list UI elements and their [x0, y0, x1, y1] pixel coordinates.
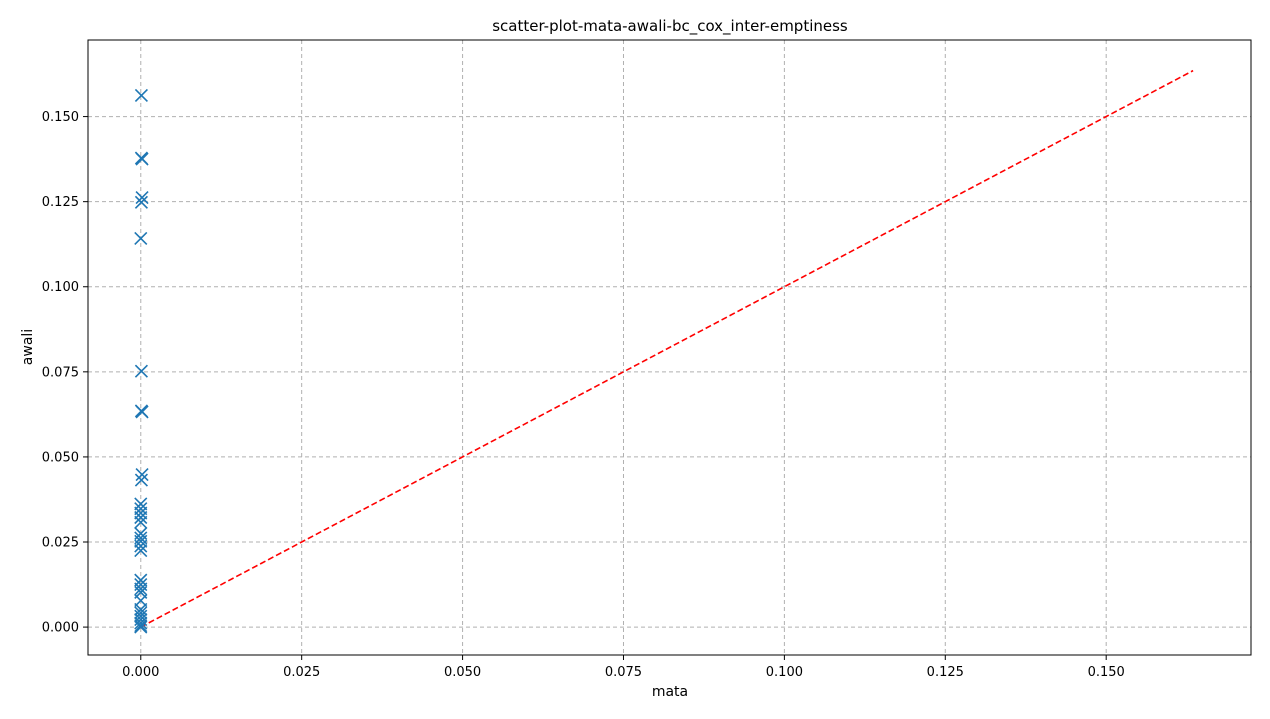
scatter-point	[134, 231, 148, 245]
scatter-point	[135, 405, 149, 419]
scatter-point	[134, 620, 148, 634]
scatter-point	[135, 152, 149, 166]
chart-title: scatter-plot-mata-awali-bc_cox_inter-emp…	[492, 17, 848, 36]
scatter-points	[134, 88, 149, 634]
grid-lines	[88, 40, 1251, 655]
x-tick-label: 0.000	[122, 665, 159, 680]
scatter-point	[134, 506, 148, 520]
x-tick-label: 0.100	[766, 665, 803, 680]
scatter-point	[134, 582, 148, 596]
scatter-point	[134, 364, 148, 378]
scatter-point	[134, 515, 148, 529]
y-axis: 0.000 0.025 0.050 0.075 0.100 0.125 0.150	[42, 110, 88, 636]
scatter-point	[134, 539, 148, 553]
y-tick-label: 0.050	[42, 450, 79, 465]
x-tick-label: 0.075	[605, 665, 642, 680]
scatter-point	[134, 195, 148, 209]
scatter-point	[134, 88, 148, 103]
scatter-point	[134, 510, 148, 525]
y-tick-label: 0.025	[42, 536, 79, 551]
x-tick-label: 0.150	[1088, 665, 1125, 680]
scatter-point	[134, 543, 148, 558]
scatter-point	[135, 468, 149, 482]
scatter-point	[134, 602, 148, 616]
y-tick-label: 0.075	[42, 365, 79, 380]
y-tick-label: 0.150	[42, 110, 79, 125]
plot-frame	[87, 39, 1252, 656]
x-axis-title: mata	[652, 684, 688, 700]
scatter-point	[134, 616, 148, 630]
reference-line-group	[140, 69, 1194, 628]
y-tick-label: 0.100	[42, 280, 79, 295]
x-tick-label: 0.050	[444, 665, 481, 680]
x-axis: 0.000 0.025 0.050 0.075 0.100 0.125 0.150	[122, 655, 1125, 680]
y-axis-title: awali	[20, 329, 36, 365]
x-tick-label: 0.125	[927, 665, 964, 680]
scatter-point	[134, 473, 148, 487]
x-tick-label: 0.025	[283, 665, 320, 680]
reference-line	[140, 69, 1194, 628]
scatter-point	[134, 534, 148, 548]
scatter-point	[134, 609, 148, 623]
y-tick-label: 0.000	[42, 621, 79, 636]
y-tick-label: 0.125	[42, 195, 79, 210]
scatter-point	[134, 606, 148, 620]
scatter-point	[134, 497, 148, 511]
scatter-point	[134, 619, 148, 633]
scatter-point	[135, 191, 149, 205]
